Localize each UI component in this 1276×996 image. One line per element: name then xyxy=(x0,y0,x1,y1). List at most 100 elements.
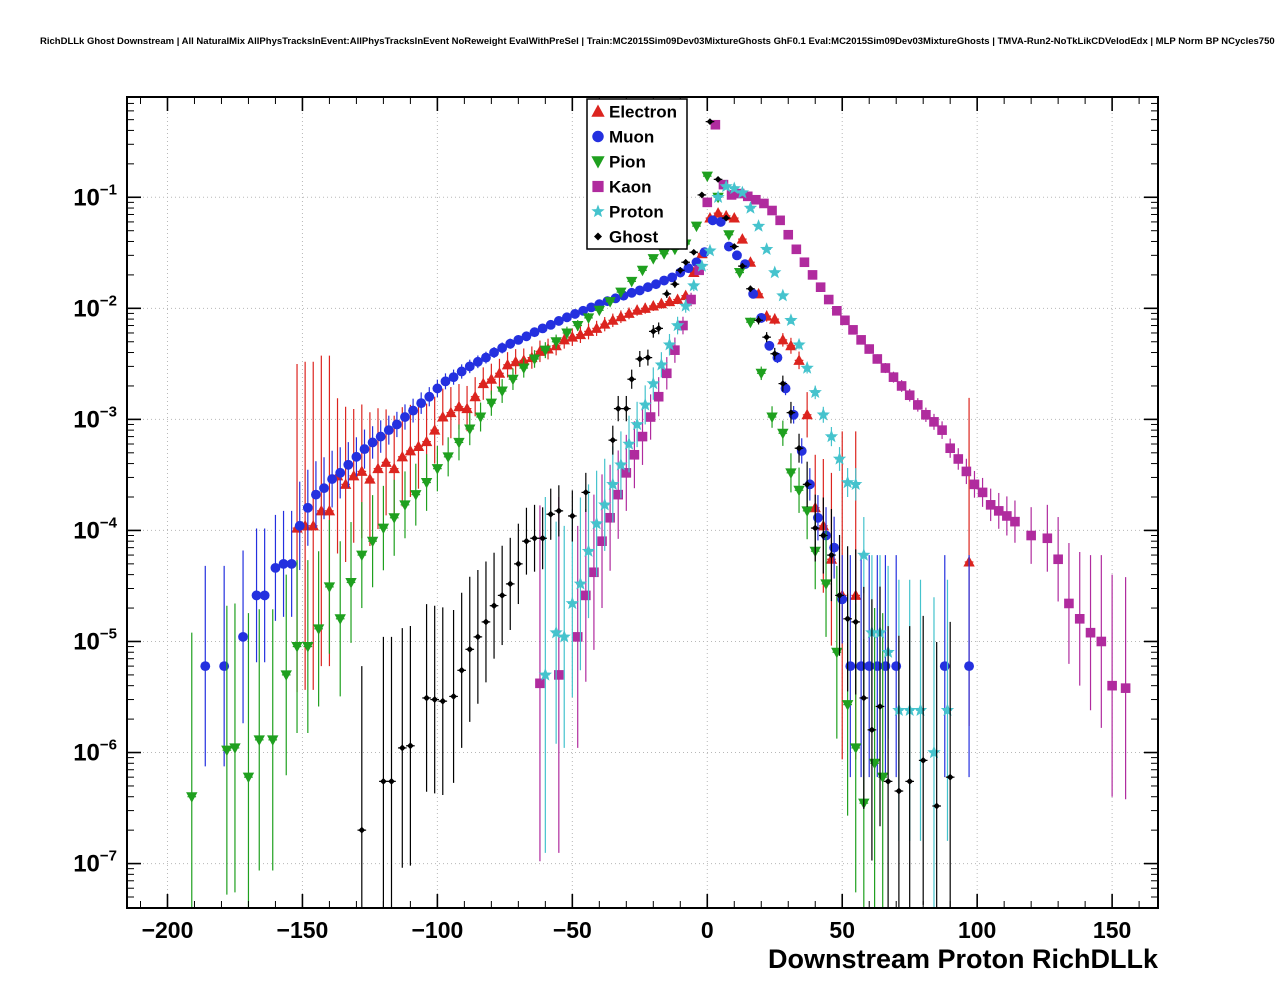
marker xyxy=(828,551,835,559)
marker xyxy=(658,249,670,260)
marker xyxy=(482,618,490,626)
marker xyxy=(645,412,656,422)
marker xyxy=(599,318,611,329)
marker xyxy=(946,773,954,781)
marker xyxy=(549,625,563,639)
marker xyxy=(238,631,248,642)
marker xyxy=(622,437,636,450)
marker xyxy=(744,317,757,329)
marker xyxy=(663,290,671,298)
marker xyxy=(670,345,680,355)
marker xyxy=(679,298,693,312)
marker xyxy=(891,661,902,672)
marker xyxy=(565,596,579,610)
marker xyxy=(267,735,279,746)
marker xyxy=(547,510,555,518)
legend-item-proton: Proton xyxy=(591,203,664,222)
marker xyxy=(730,243,738,250)
series-kaon xyxy=(535,119,1131,862)
marker xyxy=(200,661,211,672)
marker xyxy=(791,244,802,255)
marker xyxy=(513,334,524,345)
marker xyxy=(636,355,644,363)
marker xyxy=(573,576,588,590)
marker xyxy=(876,703,884,710)
marker xyxy=(380,456,392,467)
marker xyxy=(823,294,834,305)
marker xyxy=(280,670,292,681)
marker xyxy=(428,424,441,435)
marker xyxy=(388,462,400,474)
marker xyxy=(769,313,781,324)
marker xyxy=(738,262,746,270)
marker xyxy=(572,321,584,332)
marker xyxy=(490,602,498,610)
marker xyxy=(783,229,794,240)
plot-frame xyxy=(126,96,1159,909)
marker xyxy=(1096,636,1107,647)
marker xyxy=(286,558,297,569)
marker xyxy=(474,633,482,641)
x-tick-label: −150 xyxy=(277,917,329,943)
marker xyxy=(860,694,868,702)
legend-item-kaon: Kaon xyxy=(592,178,652,197)
marker xyxy=(327,474,338,484)
marker xyxy=(726,190,737,200)
marker xyxy=(807,270,818,280)
y-tick-label: 10−4 xyxy=(73,514,117,544)
marker xyxy=(477,377,489,389)
marker xyxy=(751,219,766,232)
marker xyxy=(785,468,797,479)
marker xyxy=(604,297,616,308)
marker xyxy=(591,104,605,117)
marker xyxy=(849,477,863,491)
marker xyxy=(856,335,866,345)
marker xyxy=(493,367,506,378)
marker xyxy=(927,745,941,759)
marker xyxy=(554,670,564,680)
marker xyxy=(759,198,769,209)
marker xyxy=(312,624,325,635)
marker xyxy=(763,333,771,341)
marker xyxy=(969,479,980,490)
marker xyxy=(759,242,774,255)
marker xyxy=(440,376,451,387)
legend-item-ghost: Ghost xyxy=(594,228,658,247)
marker xyxy=(850,743,862,754)
marker xyxy=(1064,598,1074,609)
marker xyxy=(829,542,840,553)
marker xyxy=(671,280,679,288)
marker xyxy=(880,363,891,373)
marker xyxy=(678,320,688,331)
marker xyxy=(642,282,653,293)
marker xyxy=(466,645,474,653)
marker xyxy=(715,216,726,227)
marker xyxy=(489,347,499,358)
marker xyxy=(929,417,939,427)
marker xyxy=(221,745,233,757)
marker xyxy=(755,316,762,324)
marker xyxy=(229,743,241,754)
marker xyxy=(649,327,657,335)
marker xyxy=(655,324,663,332)
marker xyxy=(937,425,947,435)
marker xyxy=(1074,614,1085,624)
marker xyxy=(630,417,644,431)
marker xyxy=(590,322,603,333)
marker xyxy=(589,567,599,578)
marker xyxy=(431,464,444,475)
y-tick-label: 10−3 xyxy=(73,403,117,433)
marker xyxy=(953,454,964,464)
marker xyxy=(278,558,289,569)
marker xyxy=(581,544,596,557)
marker xyxy=(410,490,422,501)
marker xyxy=(586,302,597,313)
marker xyxy=(706,118,714,126)
marker xyxy=(779,380,787,387)
marker xyxy=(857,548,871,561)
marker xyxy=(864,344,875,354)
marker xyxy=(398,744,406,752)
marker xyxy=(736,233,749,244)
marker xyxy=(270,562,281,573)
